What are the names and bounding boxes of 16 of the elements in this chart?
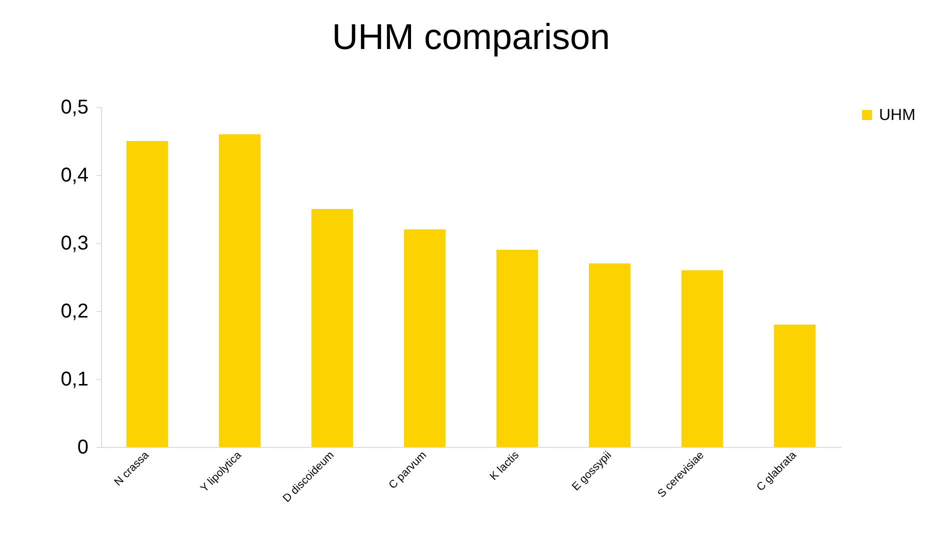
bar (588, 263, 631, 447)
chart-title: UHM comparison (332, 16, 610, 57)
bar (681, 270, 724, 447)
y-tick-label: 0,5 (60, 96, 88, 118)
bar (404, 229, 446, 447)
y-tick-label: 0,2 (60, 300, 88, 322)
legend-label: UHM (879, 107, 916, 124)
bar (774, 324, 816, 447)
y-tick-label: 0 (77, 436, 88, 458)
bar (496, 250, 538, 447)
bar (126, 141, 168, 447)
y-tick-label: 0,1 (60, 368, 88, 390)
y-tick-label: 0,3 (60, 232, 88, 254)
bar (311, 209, 354, 447)
bar (218, 134, 261, 447)
y-tick-label: 0,4 (60, 164, 88, 186)
